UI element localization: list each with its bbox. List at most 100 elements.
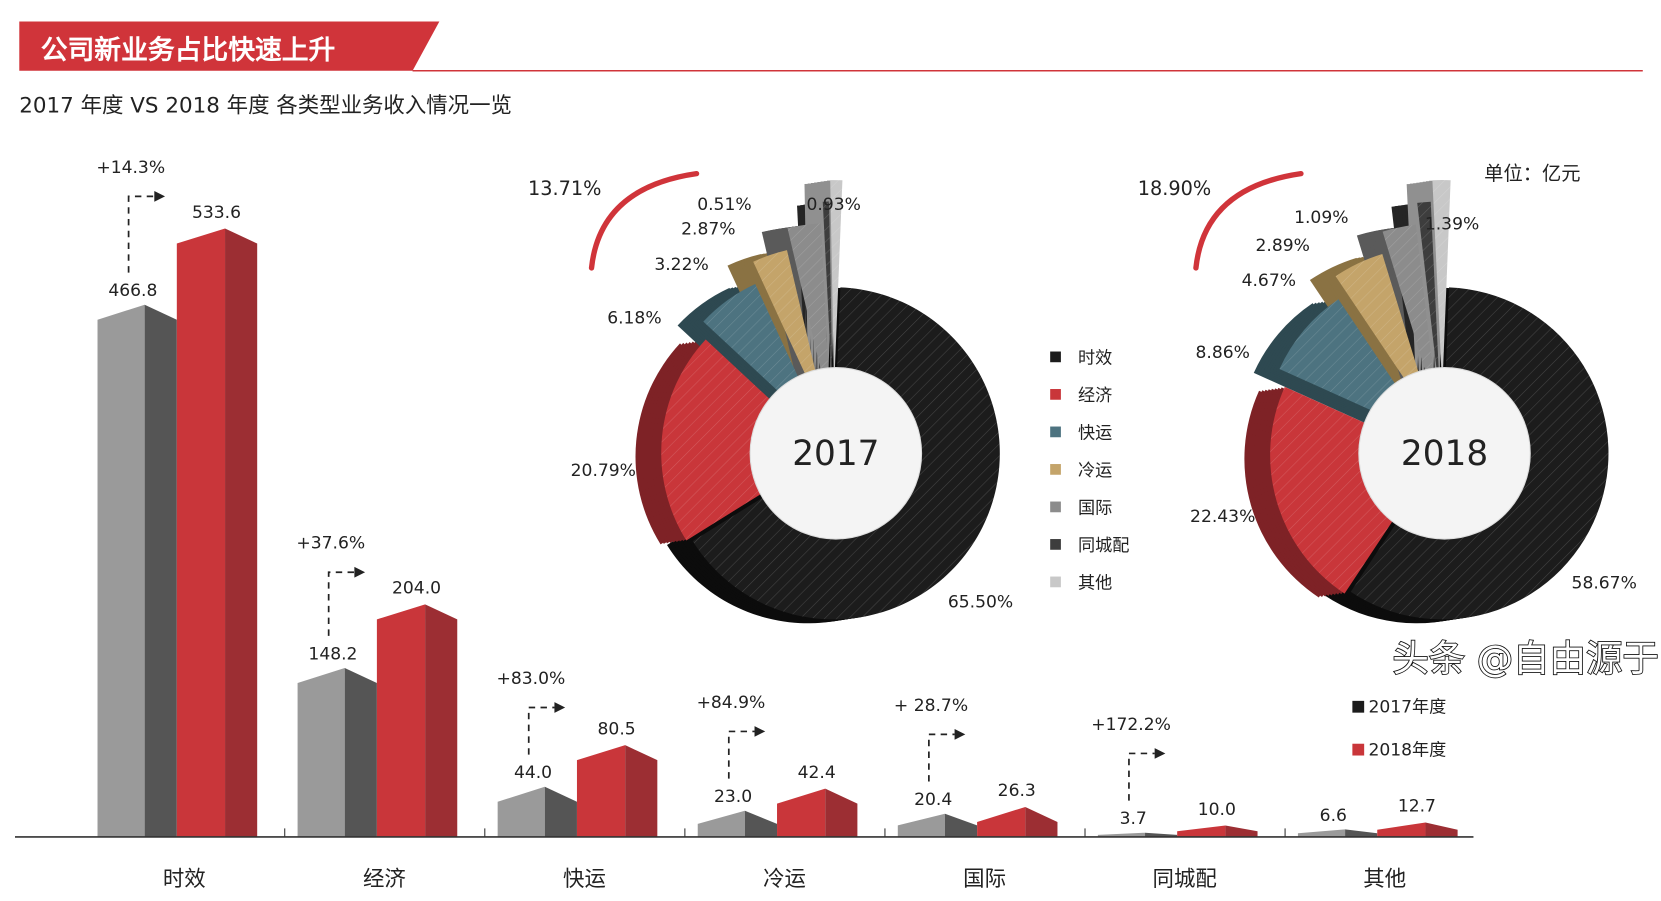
value-label-2017: 6.6	[1320, 806, 1347, 826]
slice-label: 2.87%	[681, 220, 735, 240]
pie-legend-label: 快运	[1078, 423, 1112, 443]
value-label-2017: 20.4	[914, 790, 952, 810]
slice-hatch	[661, 339, 828, 541]
bar-2018-side	[1425, 822, 1458, 837]
value-label-2018: 204.0	[392, 579, 441, 599]
slice-hatch	[1432, 180, 1451, 390]
bar-2017-side	[1345, 829, 1378, 837]
bar-2018-front	[1177, 825, 1226, 837]
new-business-arc	[588, 170, 700, 271]
slice-label: 0.51%	[697, 195, 751, 215]
growth-arrow	[127, 195, 155, 273]
growth-label: +14.3%	[96, 158, 165, 178]
growth-arrowhead	[354, 566, 366, 578]
category-label: 经济	[363, 867, 406, 892]
bar-2018-side	[1225, 825, 1258, 837]
bar-2018-side	[425, 604, 458, 837]
bar-group-3: 23.0 42.4 冷运 +84.9%	[684, 693, 858, 892]
value-label-2018: 80.5	[598, 719, 636, 739]
category-label: 其他	[1363, 867, 1406, 892]
bar-2017-front	[697, 810, 745, 837]
value-label-2017: 3.7	[1120, 809, 1147, 829]
growth-arrow	[727, 730, 755, 779]
slice-hatch	[822, 201, 833, 400]
bar-2017-front	[1097, 832, 1146, 837]
slice-label: 4.67%	[1242, 271, 1296, 291]
pie-charts: 2017 65.50% 20.79% 6.18% 3.22% 2.87% 0.51% 0.93…	[528, 170, 1637, 624]
bar-2018-side	[1025, 806, 1058, 837]
growth-arrowhead	[554, 702, 566, 713]
donut-hole	[749, 367, 923, 540]
slice-label: 0.93%	[807, 195, 861, 215]
slice-hatch	[1417, 201, 1441, 400]
bar-2017-front	[297, 667, 345, 837]
pie-legend-label: 国际	[1078, 498, 1112, 518]
slice-label: 8.86%	[1196, 343, 1250, 363]
bar-2018-front	[977, 806, 1026, 837]
growth-arrowhead	[754, 726, 766, 737]
new-business-share: 13.71%	[528, 177, 601, 200]
slice-label: 2.89%	[1256, 236, 1310, 256]
pie-2018: 2018 58.67% 22.43% 8.86% 4.67% 2.89% 1.09% 1.39…	[1138, 170, 1637, 624]
pie-legend-swatch	[1050, 389, 1061, 400]
bar-2017-side	[744, 810, 778, 837]
bar-2017-side	[544, 786, 577, 837]
bar-chart: 466.8 533.6 时效 +14.3% 148.2 204.0 经济 +37.6% 44.0…	[96, 158, 1458, 892]
pie-legend-label: 冷运	[1078, 461, 1112, 481]
slice-hatch	[830, 180, 843, 390]
slice-label: 65.50%	[948, 593, 1013, 613]
unit-label: 单位：亿元	[1484, 162, 1580, 185]
pie-legend-label: 经济	[1078, 386, 1112, 406]
growth-arrow	[1128, 752, 1155, 801]
category-label: 同城配	[1153, 867, 1217, 892]
category-label: 国际	[963, 867, 1006, 892]
growth-label: +172.2%	[1091, 715, 1171, 735]
bar-2017-front	[897, 813, 945, 837]
slice-label: 58.67%	[1572, 573, 1637, 593]
bar-group-6: 6.6 12.7 其他	[1284, 797, 1458, 892]
bar-2018-side	[225, 228, 258, 837]
pie-legend-label: 同城配	[1078, 536, 1129, 556]
value-label-2017: 23.0	[714, 787, 752, 807]
legend-label-2018: 2018年度	[1368, 741, 1446, 761]
watermark: 头条 @自由源于	[1392, 637, 1659, 680]
bar-2017-front	[97, 304, 145, 837]
bar-group-2: 44.0 80.5 快运 +83.0%	[484, 669, 658, 892]
value-label-2018: 42.4	[798, 763, 836, 783]
slice-hatch	[787, 223, 831, 411]
bar-2018-side	[825, 788, 858, 837]
slice-hatch	[1382, 224, 1438, 411]
slice-label: 22.43%	[1190, 507, 1255, 527]
growth-arrow	[527, 706, 555, 755]
pie-legend-label: 其他	[1078, 573, 1112, 593]
bar-2018-front	[176, 228, 226, 837]
value-label-2018: 533.6	[192, 203, 241, 223]
growth-label: +83.0%	[496, 669, 565, 689]
value-label-2017: 44.0	[514, 763, 552, 783]
pie-legend-swatch	[1050, 501, 1061, 513]
value-label-2018: 26.3	[998, 781, 1036, 801]
slice-label: 1.09%	[1294, 208, 1348, 228]
bar-2017-side	[144, 304, 177, 837]
title-banner	[19, 21, 440, 71]
bar-2017-side	[1145, 832, 1178, 837]
growth-label: + 28.7%	[894, 696, 968, 716]
category-label: 冷运	[763, 867, 806, 892]
growth-arrowhead	[954, 729, 966, 740]
subtitle: 2017 年度 VS 2018 年度 各类型业务收入情况一览	[19, 94, 512, 119]
bar-2018-front	[376, 604, 426, 837]
bar-group-5: 3.7 10.0 同城配 +172.2%	[1084, 715, 1258, 892]
category-label: 快运	[563, 867, 606, 892]
growth-arrowhead	[154, 191, 166, 202]
pie-legend-swatch	[1050, 464, 1061, 475]
category-label: 时效	[163, 867, 206, 892]
pie-center-label: 2017	[792, 434, 879, 474]
growth-arrowhead	[1154, 748, 1166, 759]
slice-label: 6.18%	[607, 309, 661, 329]
pie-legend-swatch	[1050, 351, 1061, 363]
bar-2018-side	[625, 745, 658, 837]
bar-2017-side	[344, 667, 377, 837]
slice-label: 20.79%	[571, 461, 636, 481]
